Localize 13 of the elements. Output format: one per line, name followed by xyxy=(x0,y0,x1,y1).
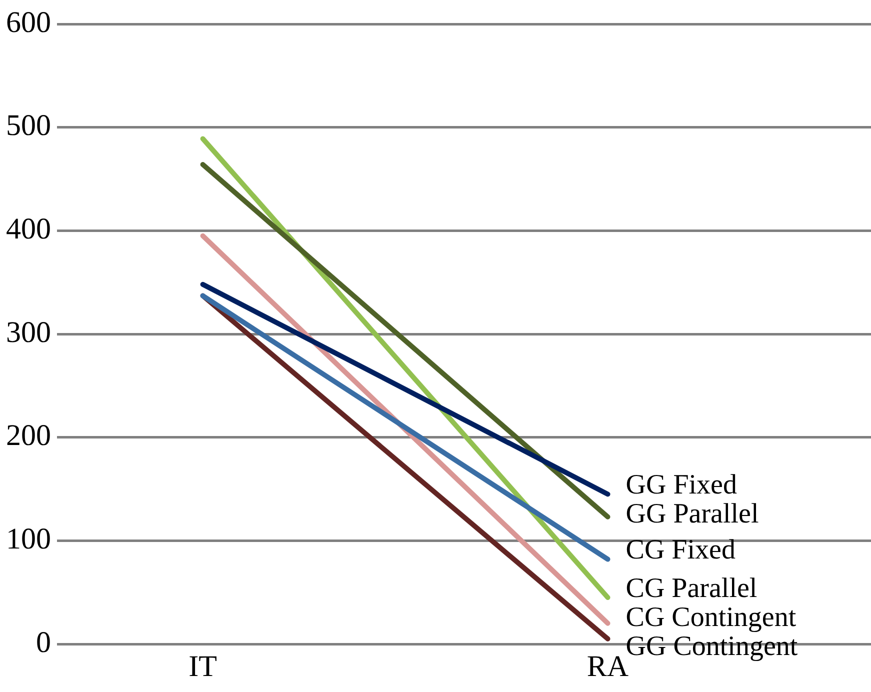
series-label: CG Fixed xyxy=(626,534,736,566)
x-tick-label: IT xyxy=(188,650,217,683)
y-tick-label: 300 xyxy=(6,316,51,349)
y-tick-label: 600 xyxy=(6,6,51,39)
y-tick-label: 400 xyxy=(6,212,51,246)
y-tick-label: 100 xyxy=(6,522,51,556)
series-label: CG Contingent xyxy=(626,602,796,633)
y-tick-label: 0 xyxy=(36,626,51,659)
y-tick-label: 200 xyxy=(6,419,51,452)
series-label: CG Parallel xyxy=(626,572,758,604)
series-label: GG Fixed xyxy=(626,470,737,501)
series-label: GG Parallel xyxy=(626,498,759,530)
y-tick-label: 500 xyxy=(6,109,51,142)
